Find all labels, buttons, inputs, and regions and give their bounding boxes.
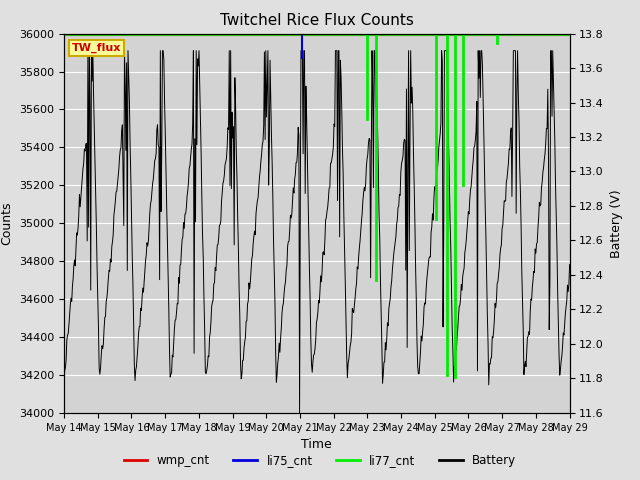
Y-axis label: Battery (V): Battery (V) — [610, 189, 623, 257]
Legend: wmp_cnt, li75_cnt, li77_cnt, Battery: wmp_cnt, li75_cnt, li77_cnt, Battery — [119, 449, 521, 472]
Title: Twitchel Rice Flux Counts: Twitchel Rice Flux Counts — [220, 13, 413, 28]
Text: TW_flux: TW_flux — [72, 43, 121, 53]
Y-axis label: Counts: Counts — [1, 202, 13, 245]
X-axis label: Time: Time — [301, 438, 332, 451]
